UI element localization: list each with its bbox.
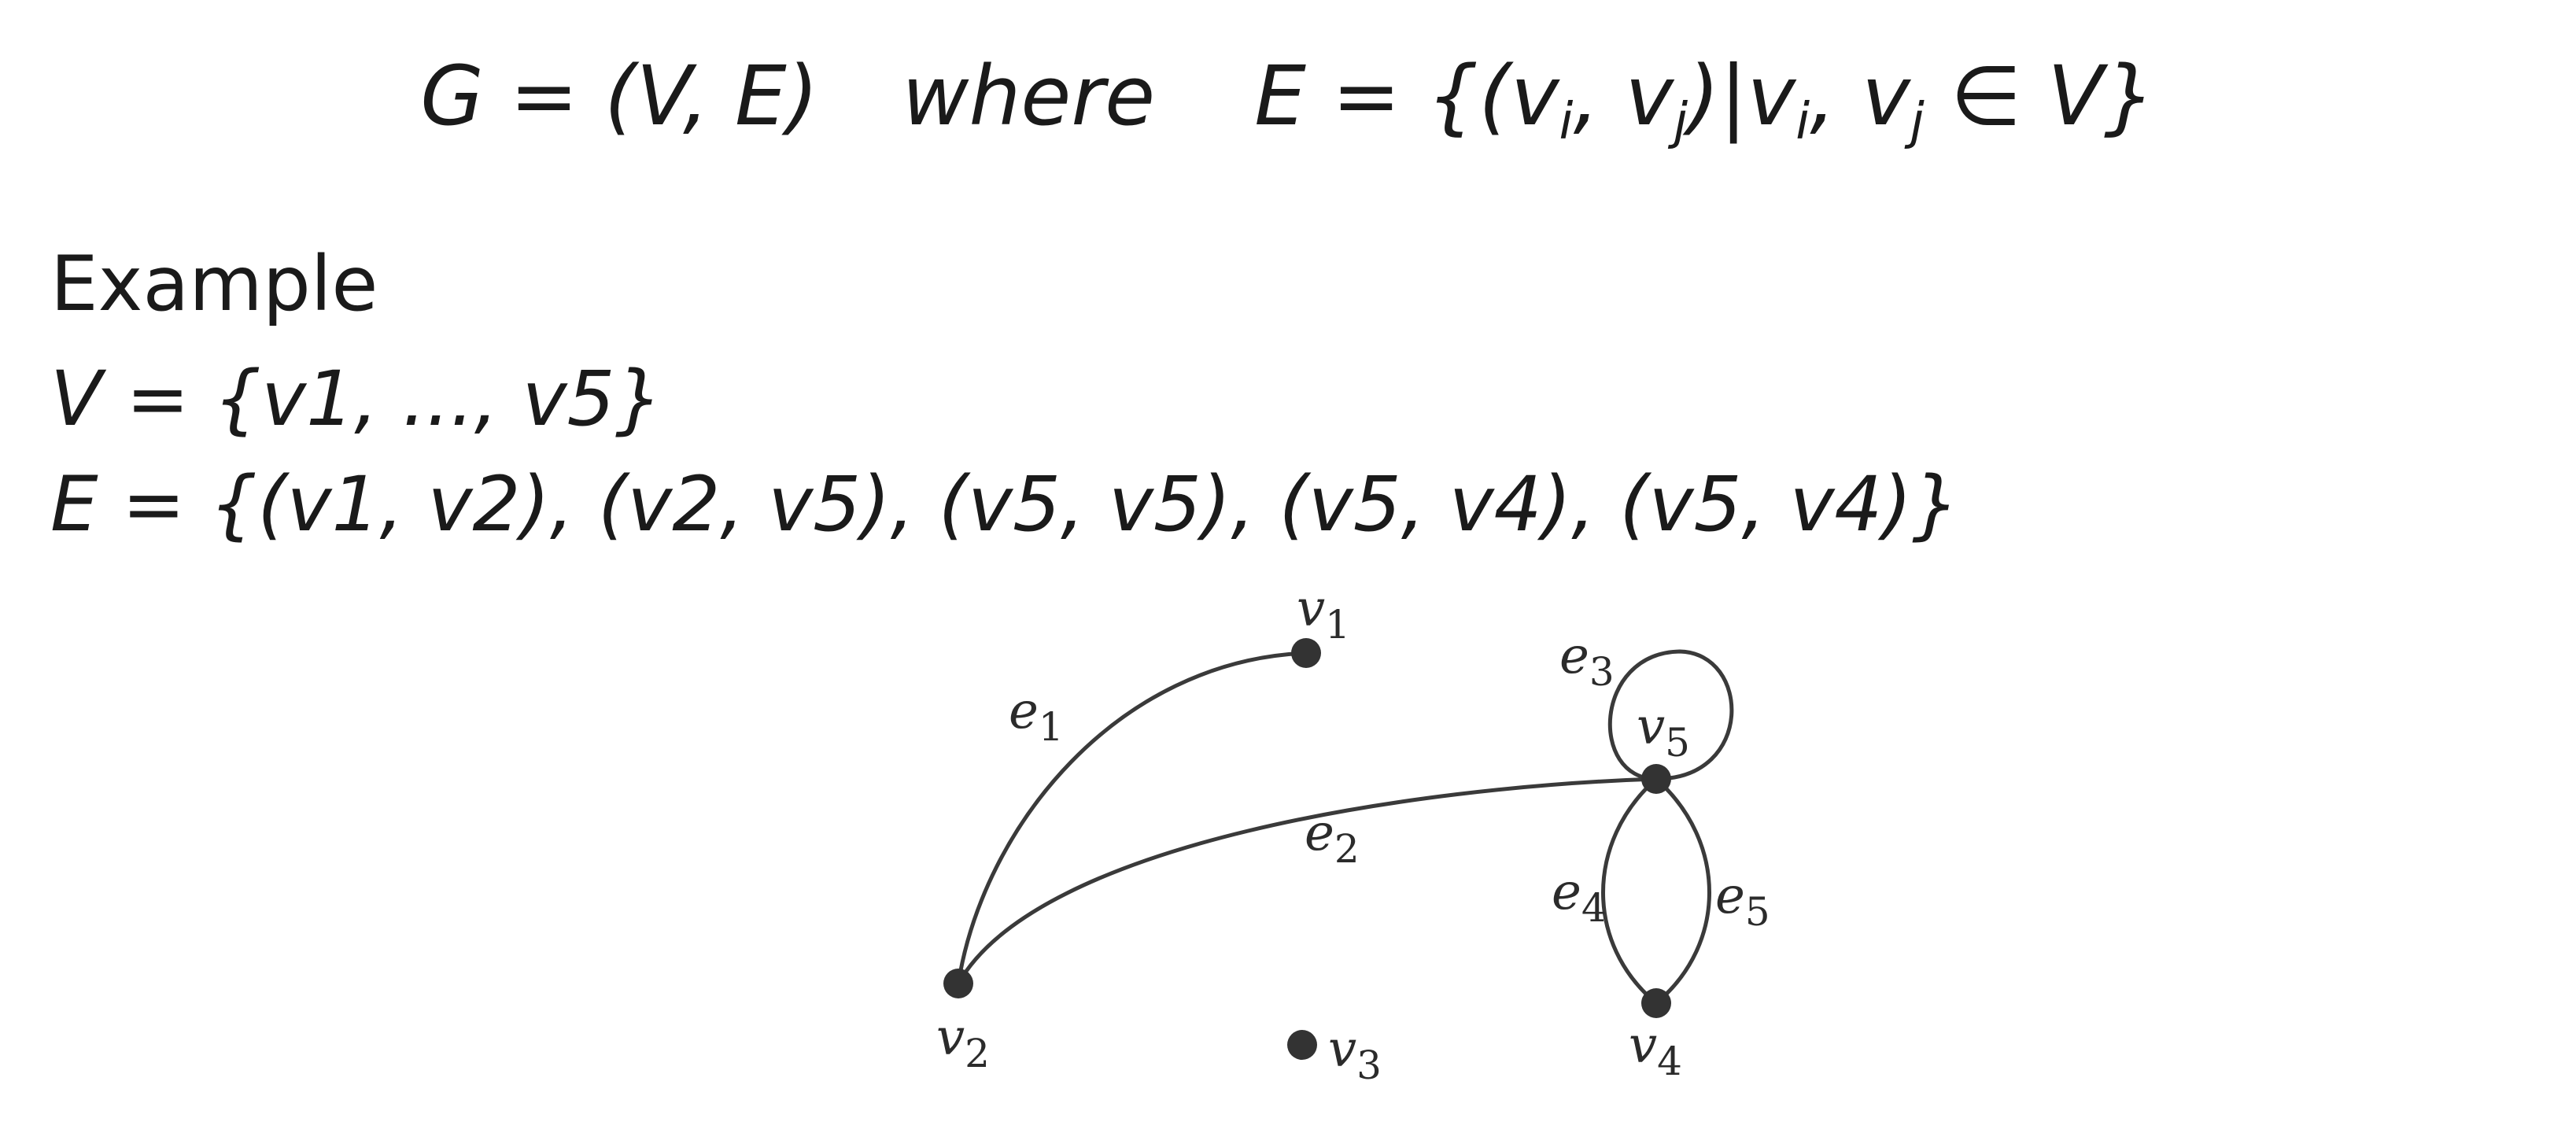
- edge-e5: [1655, 777, 1711, 1005]
- node-label-v2: v2: [936, 1009, 990, 1076]
- node-v2: [943, 969, 973, 998]
- node-label-v5: v5: [1637, 698, 1690, 766]
- edge-e3: [1607, 649, 1734, 781]
- node-label-v1: v1: [1297, 580, 1350, 648]
- vertex-set: V = {v1, ..., v5}: [50, 355, 663, 443]
- nodes-layer: [943, 638, 1671, 1060]
- node-label-v3: v3: [1328, 1020, 1382, 1088]
- where-word: where: [902, 48, 1156, 144]
- edge-e2: [956, 777, 1657, 985]
- node-label-v4: v4: [1629, 1017, 1682, 1084]
- node-v1: [1291, 638, 1321, 668]
- edge-label-e3: e3: [1559, 627, 1615, 695]
- edge-set: E = {(v1, v2), (v2, v5), (v5, v5), (v5, …: [50, 460, 1960, 548]
- edge-label-e4: e4: [1552, 863, 1607, 931]
- node-v5: [1641, 764, 1671, 794]
- graph-tuple: G = (V, E): [420, 48, 819, 144]
- edges-layer: [956, 649, 1734, 1005]
- edge-e1: [956, 651, 1307, 984]
- node-v4: [1641, 988, 1671, 1018]
- edge-label-e1: e1: [1009, 682, 1064, 750]
- edge-label-e2: e2: [1305, 804, 1360, 872]
- example-title: Example: [50, 240, 378, 328]
- edge-label-e5: e5: [1715, 867, 1770, 935]
- node-v3: [1287, 1030, 1317, 1060]
- edge-set-definition: E = {(vi, vj)|vi, vj ∈ V}: [1254, 48, 2156, 152]
- labels-layer: e1 e2 e3 e4 e5 v1 v2 v3 v4 v5: [936, 580, 1770, 1088]
- graph-definition: G = (V, E) where E = {(vi, vj)|vi, vj ∈ …: [0, 41, 2576, 177]
- edge-e4: [1601, 777, 1658, 1005]
